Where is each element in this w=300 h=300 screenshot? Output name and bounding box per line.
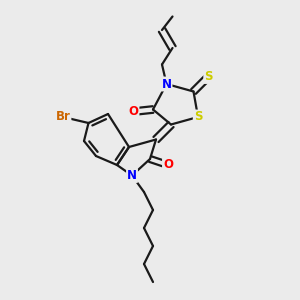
Text: N: N: [127, 169, 137, 182]
Text: O: O: [128, 105, 139, 118]
Text: S: S: [204, 70, 213, 83]
Text: Br: Br: [56, 110, 70, 124]
Text: O: O: [163, 158, 173, 172]
Text: S: S: [194, 110, 202, 124]
Text: N: N: [161, 77, 172, 91]
